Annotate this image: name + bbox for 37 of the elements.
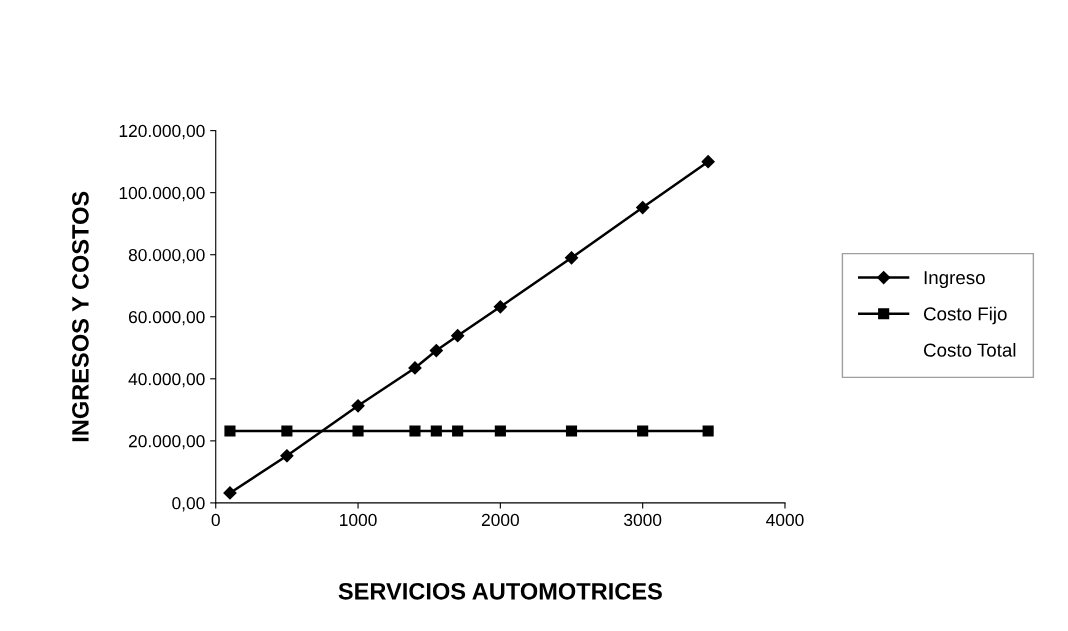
- point: [409, 425, 421, 437]
- x-tick-label: 4000: [766, 513, 804, 527]
- point: [702, 425, 714, 437]
- point: [224, 425, 236, 437]
- point: [352, 425, 364, 437]
- point: [565, 425, 578, 437]
- point: [494, 425, 506, 437]
- point: [430, 425, 442, 437]
- point: [701, 155, 715, 169]
- x-tick-label: 2000: [481, 513, 519, 527]
- x-tick-label: 3000: [624, 513, 662, 527]
- y-tick-label: 0,00: [172, 497, 205, 512]
- point: [281, 425, 293, 437]
- point: [493, 300, 507, 314]
- y-tick-label: 60.000,00: [128, 310, 205, 326]
- y-axis-title: INGRESOS Y COSTOS: [72, 191, 89, 442]
- x-tick-label: 1000: [340, 513, 377, 527]
- point: [280, 449, 294, 463]
- legend-label: Costo Fijo: [923, 306, 1007, 325]
- y-tick-label: 80.000,00: [128, 248, 205, 264]
- point: [351, 399, 365, 413]
- y-tick-label: 20.000,00: [128, 435, 205, 450]
- y-tick-label: 120.000,00: [119, 124, 205, 140]
- point: [451, 329, 465, 343]
- legend-label: Ingreso: [924, 271, 985, 289]
- point: [452, 425, 464, 437]
- y-tick-label: 100.000,00: [119, 186, 205, 202]
- point: [429, 343, 443, 358]
- point: [637, 425, 649, 437]
- y-tick-label: 40.000,00: [128, 372, 205, 388]
- point: [564, 251, 579, 265]
- x-axis-title: SERVICIOS AUTOMOTRICES: [338, 582, 662, 600]
- point: [223, 486, 237, 500]
- point: [636, 200, 650, 215]
- x-tick-label: 0: [211, 513, 220, 527]
- point: [408, 361, 422, 375]
- text: Costo Total: [923, 342, 1016, 357]
